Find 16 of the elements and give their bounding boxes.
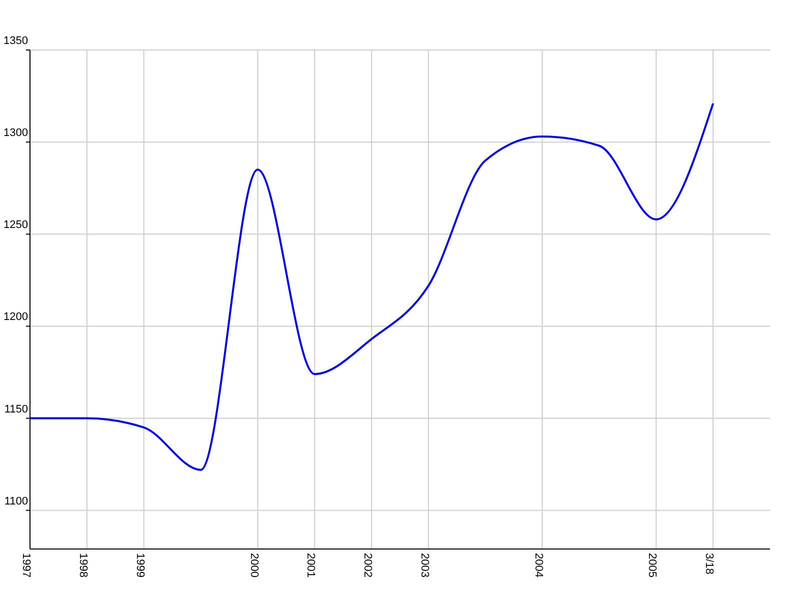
y-tick-label: 1250 <box>4 219 28 232</box>
x-tick-label: 1999 <box>134 553 146 578</box>
y-tick-label: 1150 <box>4 403 28 416</box>
x-tick-label: 3/18 <box>703 553 716 574</box>
y-tick-label: 1100 <box>4 495 28 508</box>
x-tick-label: 1997 <box>20 553 32 578</box>
x-tick-label: 2003 <box>418 553 431 578</box>
y-tick-label: 1350 <box>4 35 28 47</box>
x-tick-label: 2005 <box>646 553 658 578</box>
x-tick-label: 2004 <box>532 553 544 578</box>
y-tick-label: 1200 <box>4 311 28 324</box>
x-tick-label: 2001 <box>304 553 317 578</box>
x-tick-label: 2002 <box>362 553 374 578</box>
x-tick-label: 1998 <box>77 553 90 578</box>
x-tick-label: 2000 <box>248 553 260 578</box>
y-tick-label: 1300 <box>4 127 28 140</box>
